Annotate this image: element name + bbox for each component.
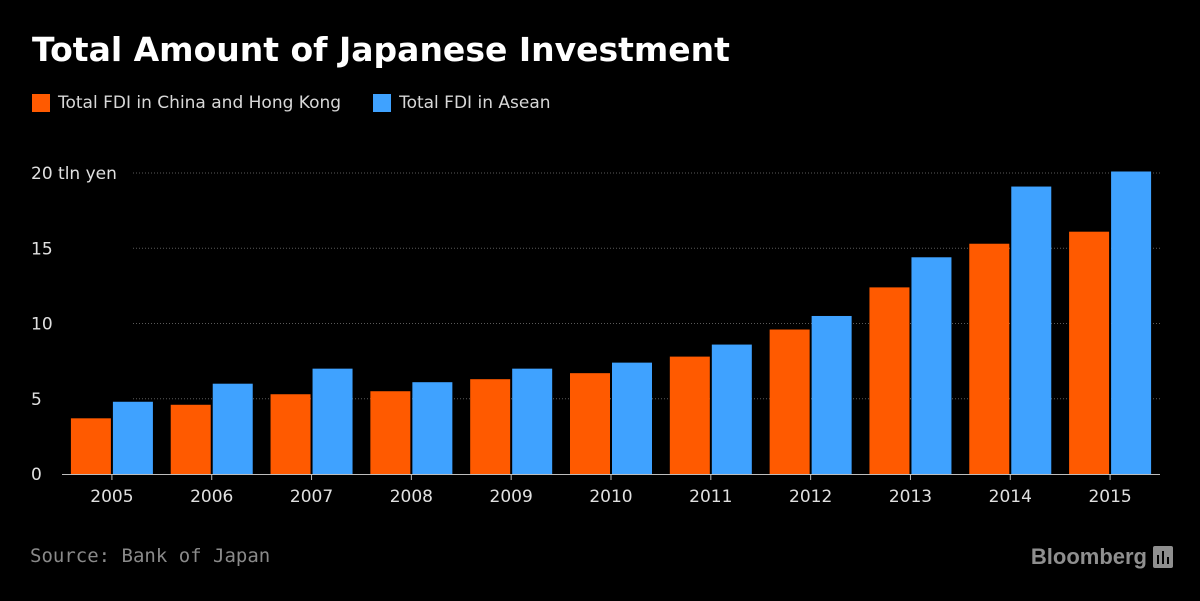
bar-asean-2009 [512, 368, 553, 474]
bloomberg-logo: Bloomberg [1031, 544, 1173, 570]
bar-china-2010 [570, 373, 610, 474]
bar-asean-2005 [112, 401, 153, 474]
x-tick-label: 2005 [90, 487, 133, 507]
brand-name: Bloomberg [1030, 544, 1147, 569]
x-tick-label: 2010 [589, 487, 632, 507]
bar-china-2007 [270, 394, 311, 474]
legend: Total FDI in China and Hong Kong Total F… [32, 91, 583, 115]
bar-china-2009 [470, 379, 511, 474]
bar-china-2014 [969, 243, 1010, 474]
bar-asean-2010 [612, 362, 652, 474]
legend-item-china: Total FDI in China and Hong Kong [32, 93, 341, 113]
bar-asean-2011 [711, 344, 752, 474]
bar-asean-2012 [811, 315, 852, 474]
bar-asean-2013 [911, 257, 952, 474]
bar-asean-2007 [312, 368, 353, 474]
bar-asean-2014 [1011, 186, 1052, 475]
x-tick-label: 2011 [689, 487, 732, 507]
bar-asean-2008 [412, 382, 453, 474]
chart-title: Total Amount of Japanese Investment [32, 30, 730, 69]
legend-swatch-asean [373, 94, 392, 112]
source-note: Source: Bank of Japan [30, 545, 271, 567]
legend-swatch-china [32, 94, 50, 112]
x-tick-label: 2006 [190, 487, 233, 507]
x-tick-label: 2007 [290, 487, 333, 507]
x-tick-label: 2014 [989, 487, 1032, 507]
bar-china-2013 [869, 287, 910, 474]
bar-china-2005 [70, 418, 111, 474]
bloomberg-terminal-icon [1153, 546, 1173, 568]
bar-china-2015 [1069, 231, 1110, 474]
y-tick-label: 5 [31, 390, 42, 410]
x-tick-label: 2008 [390, 487, 433, 507]
x-tick-label: 2009 [490, 487, 533, 507]
y-tick-label: 10 [31, 315, 53, 335]
x-tick-label: 2015 [1088, 487, 1131, 507]
legend-label-china: Total FDI in China and Hong Kong [58, 93, 342, 113]
y-tick-label: 15 [31, 239, 53, 259]
bar-china-2006 [170, 404, 211, 474]
x-tick-label: 2012 [789, 487, 832, 507]
legend-item-asean: Total FDI in Asean [373, 93, 551, 113]
bar-china-2008 [370, 391, 411, 474]
y-tick-label: 20 tln yen [31, 164, 117, 184]
x-tick-label: 2013 [889, 487, 932, 507]
bar-china-2011 [669, 356, 710, 474]
bar-asean-2015 [1111, 171, 1152, 474]
bar-china-2012 [769, 329, 810, 474]
bar-asean-2006 [212, 383, 253, 474]
legend-label-asean: Total FDI in Asean [399, 93, 551, 113]
y-tick-label: 0 [31, 465, 42, 485]
